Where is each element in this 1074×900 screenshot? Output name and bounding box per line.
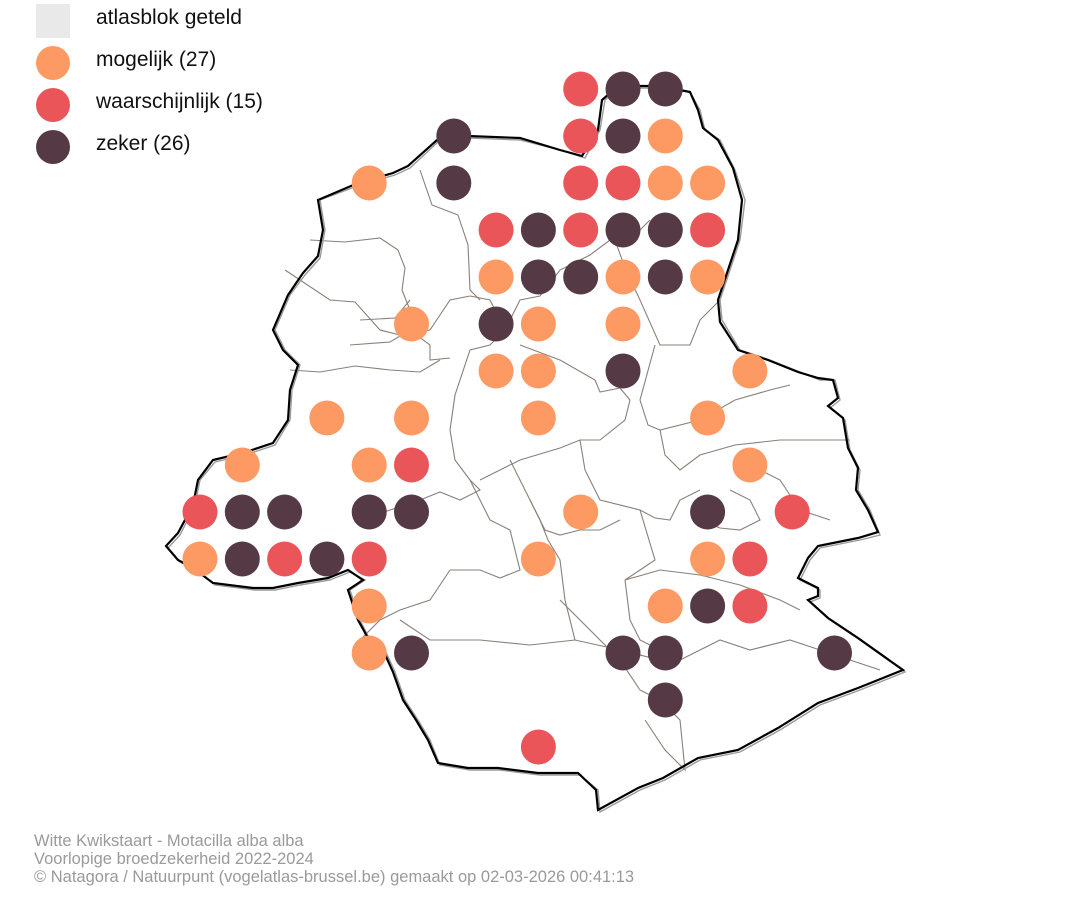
observation-dot-probable [563,212,599,248]
observation-dot-possible [732,353,768,389]
observation-dot-probable [520,729,556,765]
observation-dot-possible [647,118,683,154]
possible-swatch [36,46,70,80]
observation-dot-possible [605,259,641,295]
caption-subtitle: Voorlopige broedzekerheid 2022-2024 [34,850,314,868]
observation-dot-probable [267,541,303,577]
observation-dot-certain [605,71,641,107]
observation-dot-possible [394,400,429,436]
legend-item-counted: atlasblok geteld [30,0,430,40]
observation-dot-certain [520,212,556,248]
observation-dot-certain [520,259,556,295]
observation-dot-certain [690,494,726,530]
observation-dot-probable [478,212,514,248]
caption-credit: © Natagora / Natuurpunt (vogelatlas-brus… [34,868,635,886]
probable-swatch [36,88,70,122]
observation-dot-probable [732,541,768,577]
observation-dot-possible [647,588,683,624]
observation-dot-probable [690,212,726,248]
region-outline [164,84,906,812]
observation-dot-certain [605,635,641,671]
observation-dot-possible [351,588,387,624]
legend-item-possible: mogelijk (27) [30,42,430,82]
observation-dot-probable [182,494,218,530]
observation-dot-certain [647,635,683,671]
region-outline-shadow [167,87,907,814]
observation-dot-possible [690,541,726,577]
observation-dot-probable [563,165,599,201]
observation-dot-probable [605,165,641,201]
observation-dot-certain [817,635,852,671]
observation-dot-certain [605,353,641,389]
observation-dot-certain [309,541,345,577]
observation-dot-certain [647,71,683,107]
observation-dot-probable [563,118,599,154]
observation-dot-possible [520,400,556,436]
counted-swatch [36,4,70,38]
observation-dot-probable [732,588,768,624]
observation-dots [182,71,852,765]
map-caption: Witte Kwikstaart - Motacilla alba alba V… [34,832,634,886]
observation-dot-certain [436,118,472,154]
observation-dot-possible [478,259,514,295]
observation-dot-possible [309,400,345,436]
observation-dot-certain [690,588,726,624]
observation-dot-certain [436,165,472,201]
observation-dot-possible [690,400,726,436]
observation-dot-possible [478,353,514,389]
observation-dot-possible [690,259,726,295]
observation-dot-certain [478,306,514,342]
observation-dot-possible [520,353,556,389]
observation-dot-certain [605,212,641,248]
observation-dot-possible [351,447,387,483]
observation-dot-possible [182,541,218,577]
observation-dot-probable [774,494,810,530]
legend-label-possible: mogelijk (27) [96,48,217,71]
certain-swatch [36,130,70,164]
observation-dot-possible [351,165,387,201]
observation-dot-probable [394,447,429,483]
observation-dot-possible [520,306,556,342]
legend-label-counted: atlasblok geteld [96,6,242,29]
legend-item-probable: waarschijnlijk (15) [30,84,430,124]
observation-dot-certain [394,494,429,530]
observation-dot-certain [351,494,387,530]
observation-dot-possible [647,165,683,201]
observation-dot-certain [224,541,260,577]
observation-dot-certain [605,118,641,154]
observation-dot-possible [394,306,429,342]
observation-dot-possible [690,165,726,201]
observation-dot-possible [732,447,768,483]
observation-dot-certain [647,682,683,718]
observation-dot-possible [224,447,260,483]
observation-dot-certain [647,259,683,295]
observation-dot-possible [605,306,641,342]
observation-dot-certain [647,212,683,248]
species-name: Witte Kwikstaart - Motacilla alba alba [34,832,304,850]
legend-item-certain: zeker (26) [30,126,430,166]
legend-label-certain: zeker (26) [96,132,191,155]
observation-dot-possible [520,541,556,577]
observation-dot-probable [351,541,387,577]
observation-dot-certain [224,494,260,530]
observation-dot-certain [267,494,303,530]
observation-dot-certain [394,635,429,671]
observation-dot-probable [563,71,599,107]
legend-label-probable: waarschijnlijk (15) [96,90,263,113]
observation-dot-possible [351,635,387,671]
observation-dot-certain [563,259,599,295]
observation-dot-possible [563,494,599,530]
